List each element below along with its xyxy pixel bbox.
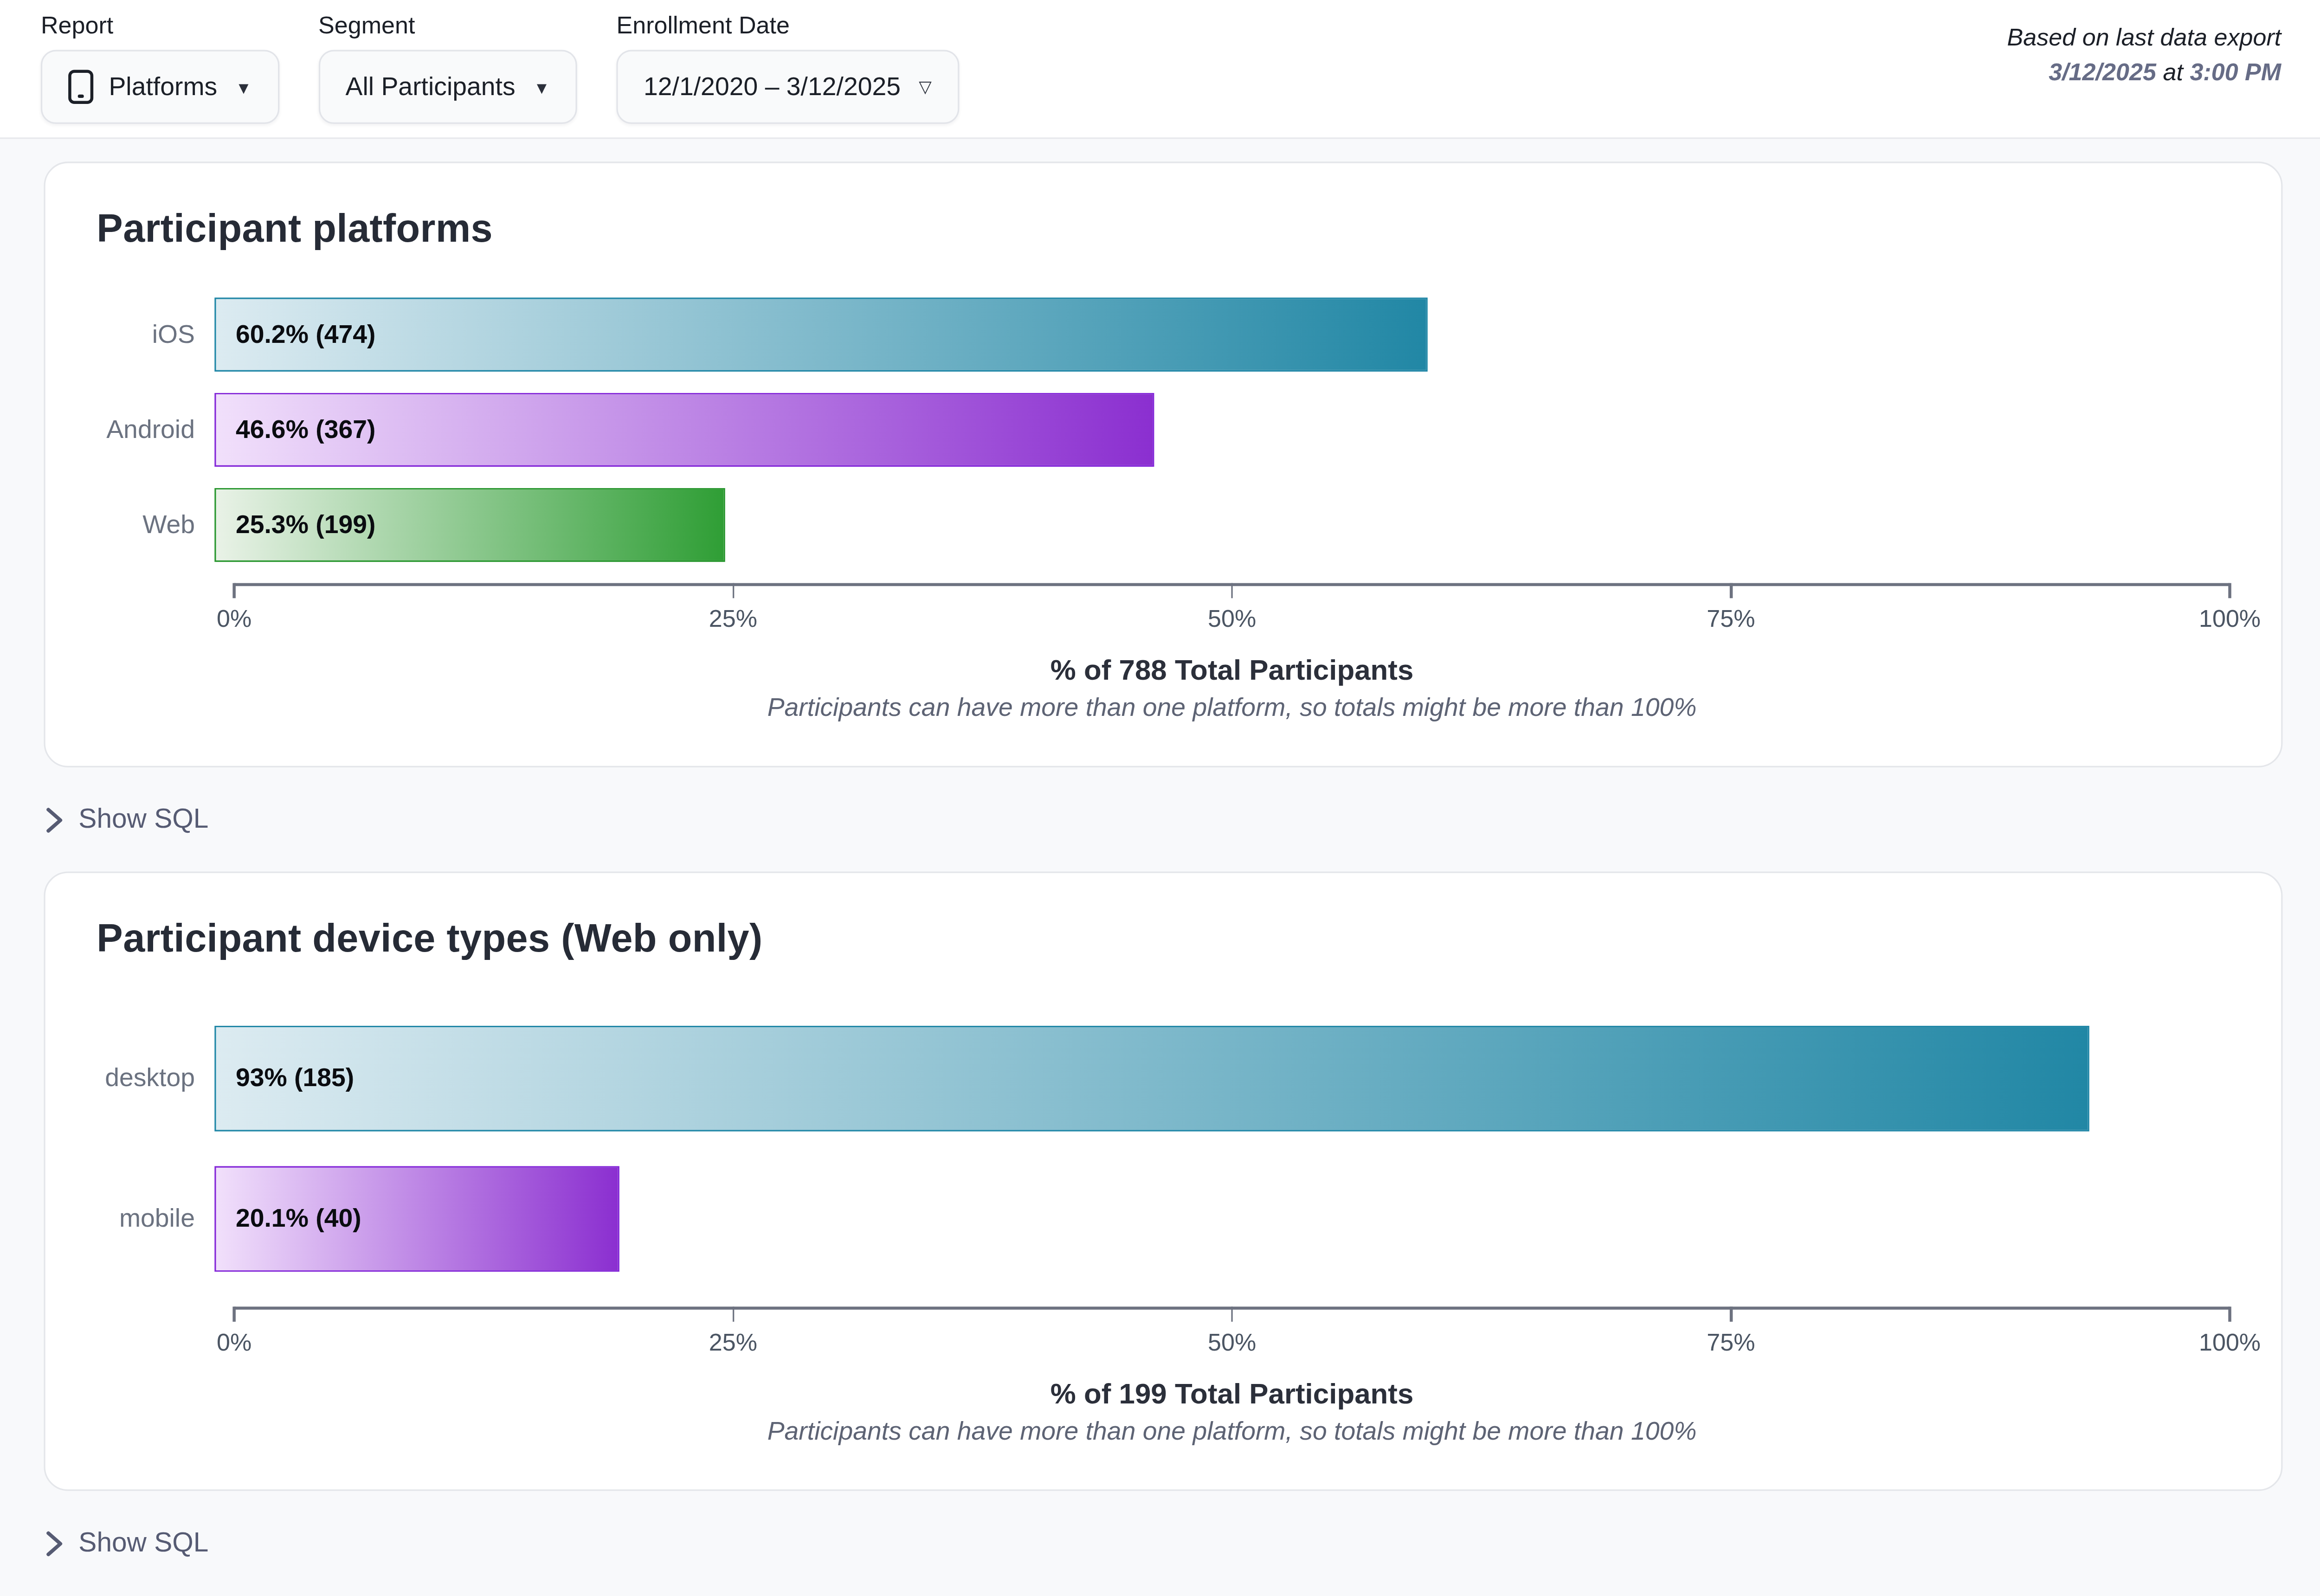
category-label: iOS bbox=[97, 320, 214, 350]
participant-platforms-card: Participant platforms iOS60.2% (474) Andr… bbox=[44, 161, 2282, 767]
bar-track: 25.3% (199) bbox=[214, 488, 2230, 562]
export-note-line1: Based on last data export bbox=[2007, 19, 2281, 54]
filter-bar: Report Platforms ▼ Segment All Participa… bbox=[0, 0, 2320, 139]
report-label: Report bbox=[41, 12, 279, 39]
chevron-down-icon: ▼ bbox=[534, 78, 550, 96]
x-axis: 0%25%50%75%100% bbox=[234, 1306, 2230, 1373]
bar-row: mobile20.1% (40) bbox=[97, 1166, 2230, 1272]
show-sql-toggle[interactable]: Show SQL bbox=[44, 804, 208, 835]
category-label: mobile bbox=[97, 1204, 214, 1234]
x-axis-title: % of 788 Total Participants bbox=[234, 654, 2230, 688]
bar[interactable]: 93% (185) bbox=[214, 1026, 2088, 1132]
x-tick bbox=[2229, 1306, 2231, 1322]
x-tick bbox=[732, 1306, 734, 1322]
chevron-right-icon bbox=[44, 1529, 65, 1557]
show-sql-toggle[interactable]: Show SQL bbox=[44, 1527, 208, 1559]
date-filter-group: Enrollment Date 12/1/2020 – 3/12/2025 ▽ bbox=[616, 12, 959, 124]
chart-title: Participant platforms bbox=[97, 206, 2230, 252]
enrollment-date-dropdown[interactable]: 12/1/2020 – 3/12/2025 ▽ bbox=[616, 50, 959, 124]
export-at: at bbox=[2163, 59, 2183, 85]
x-tick-label: 25% bbox=[709, 606, 757, 633]
chart-footnote: Participants can have more than one plat… bbox=[234, 693, 2230, 723]
page: Report Platforms ▼ Segment All Participa… bbox=[0, 0, 2320, 1596]
chevron-right-icon bbox=[44, 806, 65, 833]
x-tick-label: 0% bbox=[217, 1329, 251, 1357]
x-tick bbox=[1730, 583, 1732, 598]
chart-title: Participant device types (Web only) bbox=[97, 915, 2230, 962]
export-note-line2: 3/12/2025 at 3:00 PM bbox=[2007, 55, 2281, 90]
category-label: Android bbox=[97, 415, 214, 445]
bar-value-label: 46.6% (367) bbox=[216, 415, 376, 445]
bar-value-label: 25.3% (199) bbox=[216, 510, 376, 540]
report-dropdown[interactable]: Platforms ▼ bbox=[41, 50, 279, 124]
enrollment-date-value: 12/1/2020 – 3/12/2025 bbox=[644, 72, 901, 102]
bar-value-label: 20.1% (40) bbox=[216, 1204, 361, 1234]
bar[interactable]: 60.2% (474) bbox=[214, 297, 1428, 372]
report-filter-group: Report Platforms ▼ bbox=[41, 12, 279, 124]
bar-track: 20.1% (40) bbox=[214, 1166, 2230, 1272]
chart-footnote: Participants can have more than one plat… bbox=[234, 1417, 2230, 1447]
report-dropdown-value: Platforms bbox=[109, 72, 217, 102]
x-tick bbox=[233, 583, 235, 598]
x-tick bbox=[1231, 1306, 1233, 1322]
bar-row: iOS60.2% (474) bbox=[97, 297, 2230, 372]
segment-dropdown-value: All Participants bbox=[346, 72, 516, 102]
bar-value-label: 93% (185) bbox=[216, 1063, 354, 1094]
x-axis-title: % of 199 Total Participants bbox=[234, 1377, 2230, 1411]
chevron-down-outline-icon: ▽ bbox=[919, 77, 932, 97]
bar[interactable]: 46.6% (367) bbox=[214, 393, 1154, 467]
plot-area: desktop93% (185) mobile20.1% (40) bbox=[97, 1026, 2230, 1272]
bar-value-label: 60.2% (474) bbox=[216, 320, 376, 350]
x-tick-label: 50% bbox=[1208, 1329, 1256, 1357]
x-axis: 0%25%50%75%100% bbox=[234, 583, 2230, 650]
export-date: 3/12/2025 bbox=[2049, 59, 2156, 85]
plot-area: iOS60.2% (474) Android46.6% (367) Web25.3%… bbox=[97, 297, 2230, 562]
x-tick-label: 100% bbox=[2199, 1329, 2261, 1357]
x-tick bbox=[2229, 583, 2231, 598]
x-tick bbox=[1730, 1306, 1732, 1322]
show-sql-label: Show SQL bbox=[78, 1527, 208, 1559]
x-tick-label: 100% bbox=[2199, 606, 2261, 633]
export-time: 3:00 PM bbox=[2190, 59, 2281, 85]
bar-row: Android46.6% (367) bbox=[97, 393, 2230, 467]
bar[interactable]: 25.3% (199) bbox=[214, 488, 724, 562]
x-tick-label: 25% bbox=[709, 1329, 757, 1357]
segment-filter-group: Segment All Participants ▼ bbox=[318, 12, 577, 124]
category-label: desktop bbox=[97, 1063, 214, 1094]
bar-track: 46.6% (367) bbox=[214, 393, 2230, 467]
chevron-down-icon: ▼ bbox=[235, 78, 251, 96]
x-tick-label: 75% bbox=[1707, 1329, 1755, 1357]
segment-label: Segment bbox=[318, 12, 577, 39]
x-tick bbox=[233, 1306, 235, 1322]
x-tick-label: 75% bbox=[1707, 606, 1755, 633]
bar-row: desktop93% (185) bbox=[97, 1026, 2230, 1132]
x-tick-label: 0% bbox=[217, 606, 251, 633]
bar[interactable]: 20.1% (40) bbox=[214, 1166, 619, 1272]
category-label: Web bbox=[97, 510, 214, 540]
enrollment-date-label: Enrollment Date bbox=[616, 12, 959, 39]
bar-track: 60.2% (474) bbox=[214, 297, 2230, 372]
mobile-phone-icon bbox=[68, 70, 94, 104]
x-tick-label: 50% bbox=[1208, 606, 1256, 633]
x-tick bbox=[1231, 583, 1233, 598]
bar-track: 93% (185) bbox=[214, 1026, 2230, 1132]
show-sql-label: Show SQL bbox=[78, 804, 208, 835]
participant-device-types-card: Participant device types (Web only) desk… bbox=[44, 872, 2282, 1491]
bar-row: Web25.3% (199) bbox=[97, 488, 2230, 562]
segment-dropdown[interactable]: All Participants ▼ bbox=[318, 50, 577, 124]
export-timestamp: Based on last data export 3/12/2025 at 3… bbox=[2007, 12, 2281, 90]
x-tick bbox=[732, 583, 734, 598]
